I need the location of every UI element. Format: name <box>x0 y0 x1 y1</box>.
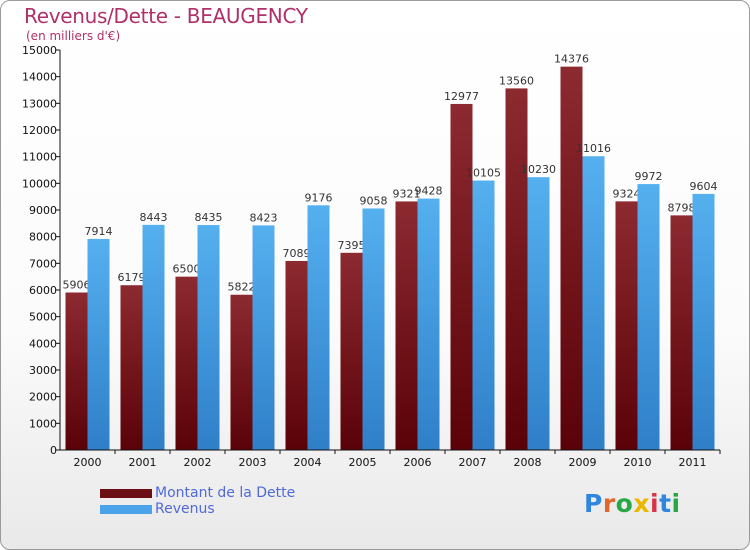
x-tick-label: 2004 <box>294 456 322 469</box>
value-label-dette: 5906 <box>63 279 91 292</box>
x-tick-label: 2009 <box>569 456 597 469</box>
y-tick-label: 11000 <box>22 151 57 164</box>
x-tick-label: 2007 <box>459 456 487 469</box>
value-label-revenus: 10105 <box>466 167 501 180</box>
legend-swatch-debt <box>100 489 152 498</box>
bar-revenus <box>527 177 550 450</box>
x-tick-label: 2003 <box>239 456 267 469</box>
y-tick-label: 4000 <box>29 337 57 350</box>
bar-dette <box>120 285 143 450</box>
legend-label-revenue: Revenus <box>155 501 215 517</box>
value-label-dette: 9324 <box>613 187 641 200</box>
chart-title: Revenus/Dette - BEAUGENCY <box>24 4 308 28</box>
x-tick-label: 2001 <box>129 456 157 469</box>
y-tick-label: 1000 <box>29 417 57 430</box>
bar-revenus <box>142 224 165 450</box>
value-label-dette: 13560 <box>499 74 534 87</box>
value-label-revenus: 9058 <box>360 194 388 207</box>
value-label-revenus: 9176 <box>305 191 333 204</box>
legend-label-debt: Montant de la Dette <box>155 485 296 501</box>
value-label-revenus: 8435 <box>195 211 223 224</box>
bar-dette <box>560 66 583 450</box>
value-label-dette: 6179 <box>118 271 146 284</box>
bar-dette <box>230 294 253 450</box>
chart-subtitle: (en milliers d'€) <box>26 29 121 43</box>
bar-revenus <box>417 198 440 450</box>
y-tick-label: 8000 <box>29 231 57 244</box>
value-label-dette: 5822 <box>228 281 256 294</box>
bar-dette <box>615 201 638 450</box>
y-tick-label: 2000 <box>29 391 57 404</box>
x-axis: 2000 2001 2002 2003 2004 2005 2006 2007 2008 2009… <box>60 449 721 469</box>
logo-letter: o <box>615 489 634 518</box>
value-label-dette: 14376 <box>554 53 589 66</box>
value-label-dette: 8798 <box>668 201 696 214</box>
bar-revenus <box>472 180 495 451</box>
y-tick-label: 13000 <box>22 97 57 110</box>
logo-letter: i <box>671 489 681 518</box>
bar-dette <box>450 103 473 451</box>
y-tick-label: 7000 <box>29 257 57 270</box>
bar-dette <box>395 201 418 450</box>
value-label-dette: 7089 <box>283 247 311 260</box>
value-label-revenus: 8423 <box>250 211 278 224</box>
bar-dette <box>175 276 198 450</box>
y-tick-label: 12000 <box>22 124 57 137</box>
bar-dette <box>670 215 693 450</box>
bar-revenus <box>197 225 220 450</box>
value-label-revenus: 7914 <box>85 225 113 238</box>
logo-letter: P <box>584 489 603 518</box>
bar-revenus <box>637 184 660 450</box>
bar-dette <box>65 292 88 450</box>
logo-letter: i <box>650 489 660 518</box>
logo-letter: r <box>602 489 616 518</box>
bar-dette <box>340 252 363 450</box>
x-tick-label: 2002 <box>184 456 212 469</box>
y-tick-label: 10000 <box>22 177 57 190</box>
proxiti-logo: Proxiti <box>584 489 681 518</box>
bar-revenus <box>692 193 715 451</box>
x-tick-label: 2000 <box>74 456 102 469</box>
bar-revenus <box>252 225 275 450</box>
bar-dette <box>285 260 308 450</box>
value-label-revenus: 9972 <box>635 170 663 183</box>
value-label-dette: 7395 <box>338 239 366 252</box>
y-tick-label: 9000 <box>29 204 57 217</box>
y-axis: 0 1000 2000 3000 4000 5000 6000 7000 8000 9000 100… <box>22 44 61 457</box>
bar-revenus <box>307 205 330 450</box>
value-label-revenus: 9428 <box>415 185 443 198</box>
value-label-dette: 12977 <box>444 90 479 103</box>
value-label-dette: 9321 <box>393 187 421 200</box>
bars-group: 5906 7914 6179 8443 6500 8435 5822 8423 7089 9176… <box>63 53 718 451</box>
y-tick-label: 14000 <box>22 71 57 84</box>
bar-dette <box>505 88 528 451</box>
y-tick-label: 5000 <box>29 311 57 324</box>
bar-revenus <box>362 208 385 450</box>
value-label-revenus: 9604 <box>690 180 718 193</box>
value-label-revenus: 8443 <box>140 211 168 224</box>
logo-letter: x <box>633 489 650 518</box>
y-tick-label: 15000 <box>22 44 57 57</box>
bar-revenus <box>87 238 110 450</box>
y-tick-label: 6000 <box>29 284 57 297</box>
logo-letter: t <box>659 489 672 518</box>
bar-revenus <box>582 156 605 451</box>
value-label-revenus: 11016 <box>576 142 611 155</box>
x-tick-label: 2011 <box>679 456 707 469</box>
value-label-revenus: 10230 <box>521 163 556 176</box>
y-tick-label: 0 <box>50 444 57 457</box>
legend-swatch-revenue <box>100 505 152 514</box>
x-tick-label: 2010 <box>624 456 652 469</box>
x-tick-label: 2008 <box>514 456 542 469</box>
x-tick-label: 2006 <box>404 456 432 469</box>
x-tick-label: 2005 <box>349 456 377 469</box>
value-label-dette: 6500 <box>173 263 201 276</box>
y-tick-label: 3000 <box>29 364 57 377</box>
